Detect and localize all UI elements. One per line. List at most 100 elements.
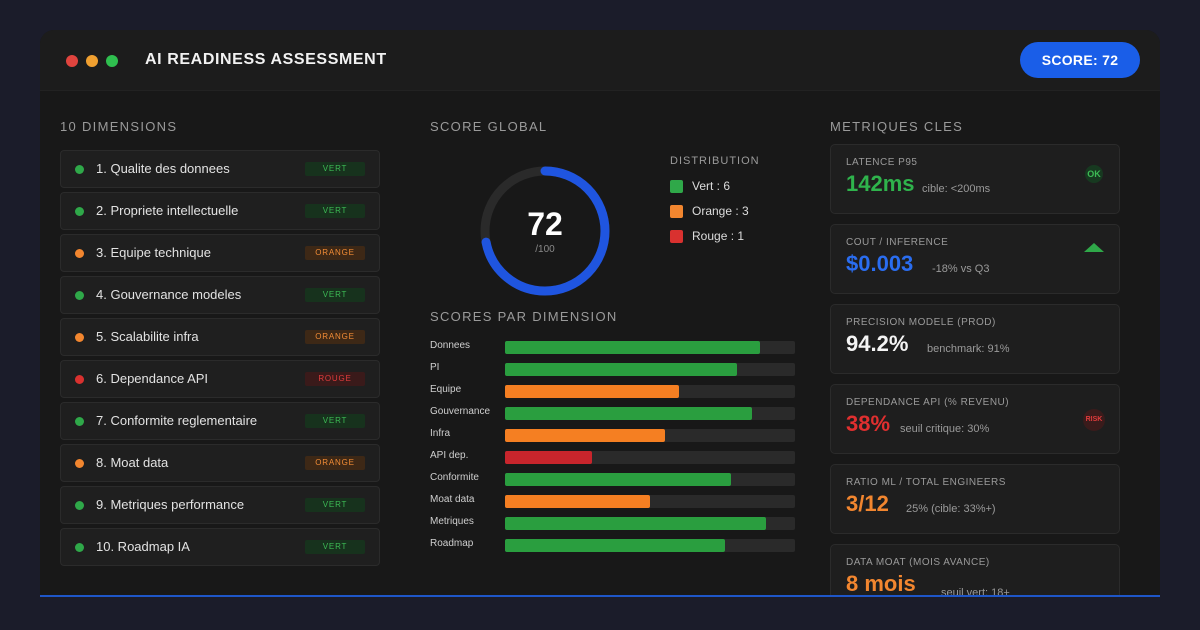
metric-note: seuil critique: 30% <box>900 423 990 435</box>
metric-value: 94.2% <box>846 331 909 356</box>
dimension-item[interactable]: 9. Metriques performance VERT <box>60 486 380 524</box>
bottom-accent-line <box>40 595 1160 597</box>
scores-chart-title: SCORES PAR DIMENSION <box>430 309 618 324</box>
bar[interactable] <box>505 495 650 508</box>
bar-track <box>505 363 795 376</box>
bar-label: Infra <box>430 428 451 439</box>
app-title: AI READINESS ASSESSMENT <box>145 51 387 68</box>
score-gauge <box>480 166 610 296</box>
metric-label: RATIO ML / TOTAL ENGINEERS <box>846 477 1006 488</box>
status-dot <box>75 207 84 216</box>
maximize-window-button[interactable] <box>106 55 118 67</box>
trend-up-icon <box>1084 243 1104 252</box>
status-dot <box>75 249 84 258</box>
dimension-item[interactable]: 1. Qualite des donnees VERT <box>60 150 380 188</box>
bar[interactable] <box>505 363 737 376</box>
legend-label: Rouge : 1 <box>692 229 745 243</box>
legend-label: Orange : 3 <box>692 204 749 218</box>
metric-card-precision[interactable]: PRECISION MODELE (PROD) 94.2% benchmark:… <box>830 304 1120 374</box>
status-badge: VERT <box>305 162 365 176</box>
bar-track <box>505 385 795 398</box>
dimension-label: 6. Dependance API <box>96 371 209 386</box>
legend-swatch <box>670 180 683 193</box>
dimension-item[interactable]: 2. Propriete intellectuelle VERT <box>60 192 380 230</box>
bar[interactable] <box>505 539 726 552</box>
bar[interactable] <box>505 451 592 464</box>
status-dot <box>75 165 84 174</box>
status-badge: VERT <box>305 540 365 554</box>
dimension-label: 10. Roadmap IA <box>96 539 190 554</box>
metric-label: DEPENDANCE API (% REVENU) <box>846 397 1010 408</box>
dimension-item[interactable]: 10. Roadmap IA VERT <box>60 528 380 566</box>
gauge-arc <box>480 166 610 296</box>
metric-note: -18% vs Q3 <box>932 263 990 275</box>
gauge-value: 72 <box>527 206 563 242</box>
metric-value: $0.003 <box>846 251 914 276</box>
bar-track <box>505 495 795 508</box>
metric-label: DATA MOAT (MOIS AVANCE) <box>846 557 990 568</box>
bar-label: Equipe <box>430 384 462 395</box>
dimension-item[interactable]: 4. Gouvernance modeles VERT <box>60 276 380 314</box>
risk-badge: RISK <box>1083 409 1105 431</box>
status-badge: ORANGE <box>305 246 365 260</box>
bar-track <box>505 451 795 464</box>
metric-value: 142ms <box>846 171 915 196</box>
bar-label: Conformite <box>430 472 479 483</box>
score-global-title: SCORE GLOBAL <box>430 119 548 134</box>
status-dot <box>75 543 84 552</box>
bar-label: Moat data <box>430 494 475 505</box>
bar-label: Gouvernance <box>430 406 491 417</box>
minimize-window-button[interactable] <box>86 55 98 67</box>
dimension-label: 7. Conformite reglementaire <box>96 413 258 428</box>
bar-track <box>505 341 795 354</box>
bar[interactable] <box>505 517 766 530</box>
status-dot <box>75 501 84 510</box>
metric-note: cible: <200ms <box>922 183 991 195</box>
dimension-label: 5. Scalabilite infra <box>96 329 199 344</box>
metric-card-cost[interactable]: COUT / INFERENCE $0.003 -18% vs Q3 <box>830 224 1120 294</box>
status-dot <box>75 333 84 342</box>
metric-value: 3/12 <box>846 491 889 516</box>
dimension-item[interactable]: 5. Scalabilite infra ORANGE <box>60 318 380 356</box>
bar[interactable] <box>505 385 679 398</box>
gauge-max: /100 <box>535 244 555 255</box>
bar-track <box>505 517 795 530</box>
bar[interactable] <box>505 473 732 486</box>
bar-label: Donnees <box>430 340 471 351</box>
metric-label: LATENCE P95 <box>846 157 918 168</box>
legend-swatch <box>670 205 683 218</box>
status-dot <box>75 291 84 300</box>
metric-card-ml-ratio[interactable]: RATIO ML / TOTAL ENGINEERS 3/12 25% (cib… <box>830 464 1120 534</box>
bar-label: PI <box>430 362 440 373</box>
bar[interactable] <box>505 429 665 442</box>
status-dot <box>75 459 84 468</box>
distribution-title: DISTRIBUTION <box>670 155 760 167</box>
bar-label: Roadmap <box>430 538 474 549</box>
metric-label: COUT / INFERENCE <box>846 237 949 248</box>
dimension-item[interactable]: 7. Conformite reglementaire VERT <box>60 402 380 440</box>
status-badge: VERT <box>305 204 365 218</box>
bar-label: API dep. <box>430 450 469 461</box>
metric-value: 8 mois <box>846 571 916 596</box>
bar[interactable] <box>505 341 761 354</box>
metric-value: 38% <box>846 411 891 436</box>
metric-card-api-dependency[interactable]: DEPENDANCE API (% REVENU) 38% seuil crit… <box>830 384 1120 454</box>
dimension-item[interactable]: 8. Moat data ORANGE <box>60 444 380 482</box>
dimension-label: 2. Propriete intellectuelle <box>96 203 239 218</box>
bar[interactable] <box>505 407 752 420</box>
score-badge[interactable]: SCORE: 72 <box>1020 42 1140 78</box>
close-window-button[interactable] <box>66 55 78 67</box>
bar-track <box>505 473 795 486</box>
assessment-window: AI READINESS ASSESSMENT SCORE: 72 10 DIM… <box>40 30 1160 596</box>
metric-card-latency[interactable]: LATENCE P95 142ms cible: <200ms OK <box>830 144 1120 214</box>
status-badge: VERT <box>305 414 365 428</box>
bar-track <box>505 429 795 442</box>
dimensions-title: 10 DIMENSIONS <box>60 119 178 134</box>
status-badge: ORANGE <box>305 456 365 470</box>
metric-card-data-moat[interactable]: DATA MOAT (MOIS AVANCE) 8 mois seuil ver… <box>830 544 1120 596</box>
status-badge: ROUGE <box>305 372 365 386</box>
bar-track <box>505 407 795 420</box>
status-badge: VERT <box>305 288 365 302</box>
dimension-item[interactable]: 6. Dependance API ROUGE <box>60 360 380 398</box>
dimension-item[interactable]: 3. Equipe technique ORANGE <box>60 234 380 272</box>
